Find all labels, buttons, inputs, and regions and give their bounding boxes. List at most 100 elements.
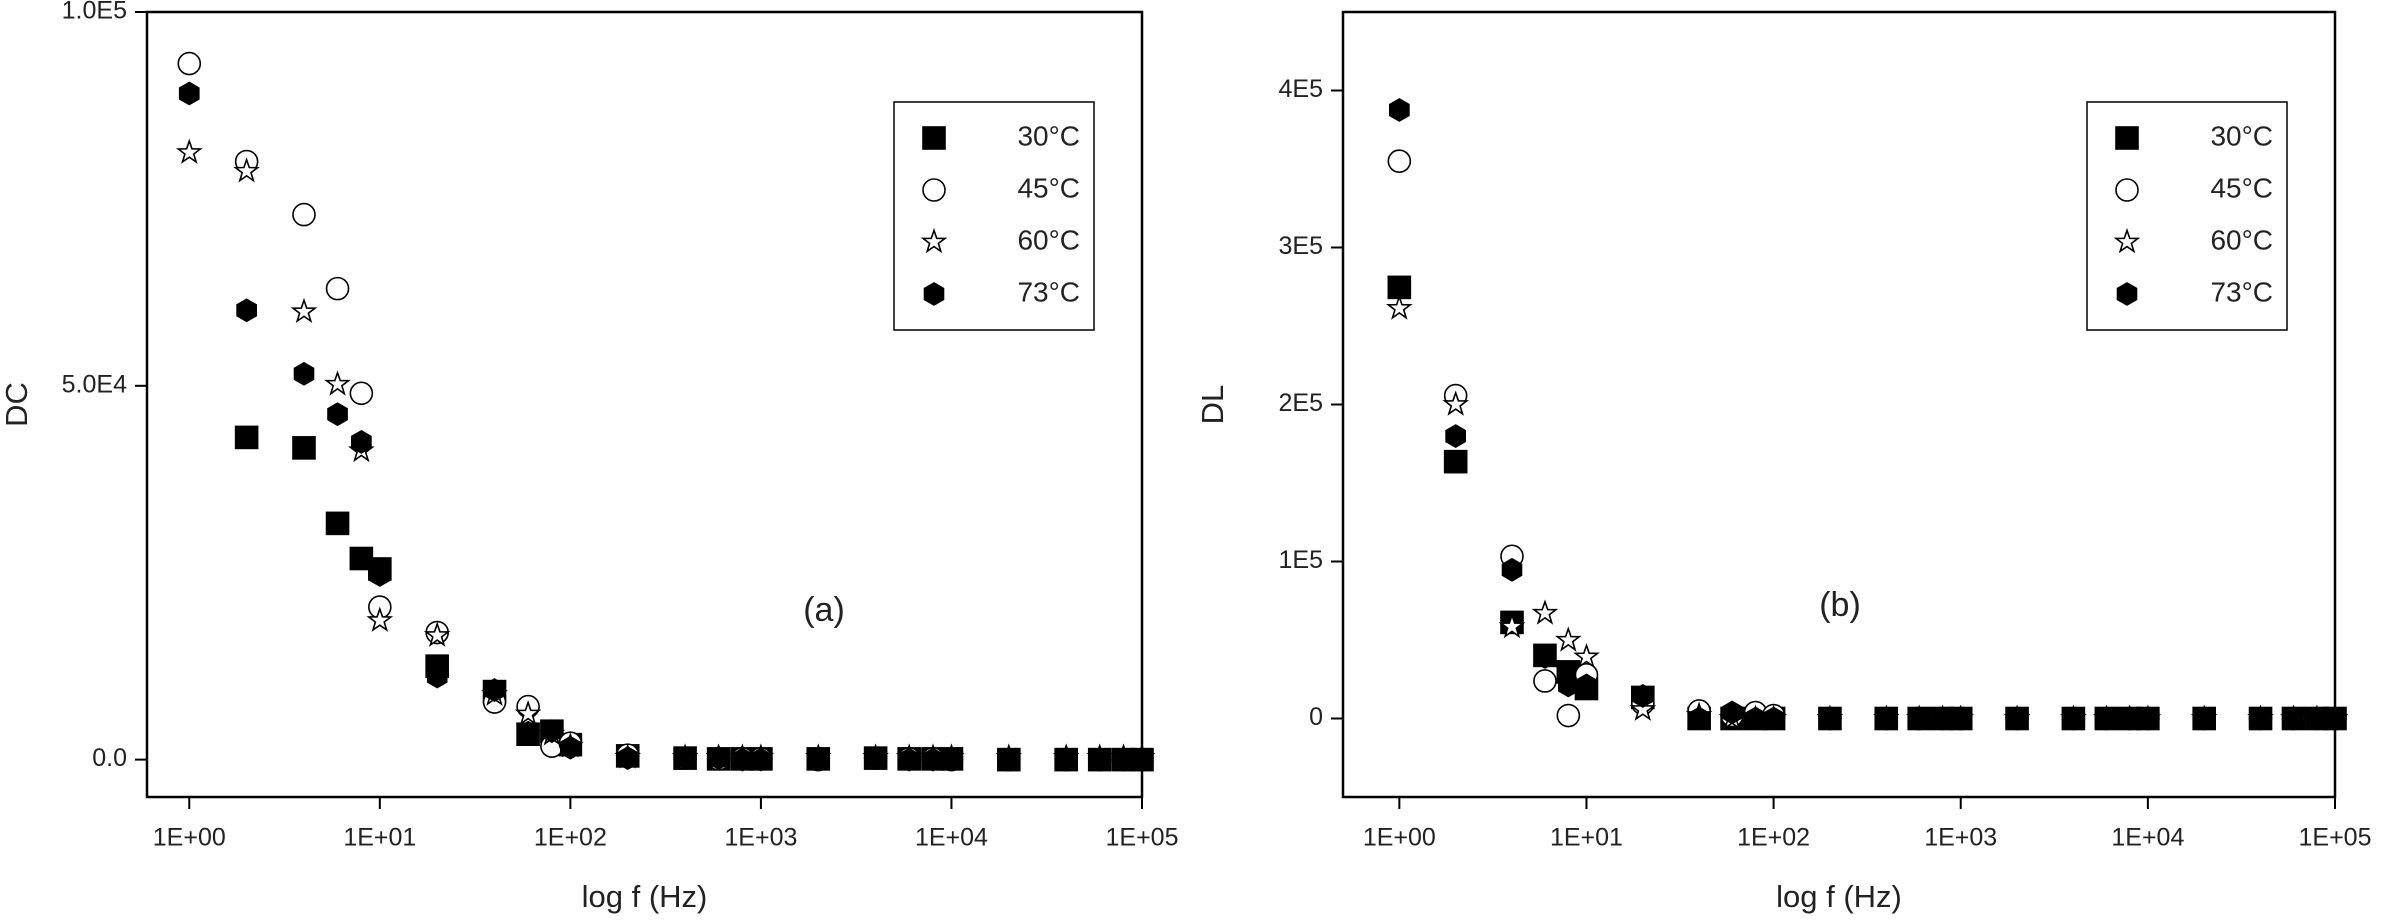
x-tick-label: 1E+05 <box>1106 824 1179 852</box>
data-point <box>898 747 920 772</box>
y-axis-label: DL <box>1195 385 1230 425</box>
data-point <box>369 563 391 587</box>
data-point <box>234 425 259 450</box>
x-tick-label: 1E+04 <box>915 824 988 852</box>
data-point <box>1531 599 1559 625</box>
data-point <box>2283 706 2304 731</box>
legend-marker <box>922 126 946 150</box>
data-point <box>349 381 374 406</box>
legend-label: 30°C <box>1017 120 1080 151</box>
annotation: (a) <box>803 591 845 629</box>
data-point <box>1443 449 1468 474</box>
legend-label: 73°C <box>1017 276 1080 307</box>
data-point <box>1445 424 1466 449</box>
data-point <box>674 746 696 771</box>
data-point <box>1573 642 1600 669</box>
data-point <box>2193 706 2215 731</box>
data-point <box>1688 706 1710 731</box>
data-point <box>292 202 316 227</box>
data-point <box>177 51 202 76</box>
data-point <box>2006 706 2028 731</box>
chart-panel: 1E+00 1E+01 1E+02 1E+03 1E+04 1E+05 0 1E5 2E5 3E5… <box>1195 10 2372 914</box>
data-point <box>541 719 563 744</box>
data-point <box>1131 747 1153 772</box>
legend-label: 60°C <box>2210 224 2273 255</box>
data-point <box>236 298 258 323</box>
data-point <box>324 370 351 396</box>
legend-label: 45°C <box>1017 172 1080 203</box>
data-point <box>708 746 730 771</box>
chart-panel: 1E+00 1E+01 1E+02 1E+03 1E+04 1E+05 0.0 5.0E4 1.… <box>0 0 1179 914</box>
data-point <box>998 747 1020 772</box>
data-point <box>1556 703 1581 728</box>
data-point <box>293 361 315 386</box>
data-point <box>2063 706 2084 731</box>
data-point <box>1745 706 1766 731</box>
data-point <box>290 297 318 324</box>
data-point <box>325 276 350 301</box>
data-point <box>2306 706 2328 731</box>
x-axis-label: log f (Hz) <box>582 879 708 914</box>
data-point <box>1089 747 1111 772</box>
data-point <box>1055 747 1077 772</box>
data-point <box>1442 390 1470 416</box>
x-tick-label: 1E+04 <box>2111 824 2184 852</box>
x-tick-label: 1E+02 <box>534 824 607 852</box>
data-point <box>517 720 539 745</box>
data-point <box>233 157 260 183</box>
data-point <box>1629 695 1657 721</box>
legend-label: 30°C <box>2210 120 2273 151</box>
y-tick-label: 3E5 <box>1279 232 1323 260</box>
legend-label: 73°C <box>2210 276 2273 307</box>
data-point <box>1498 612 1526 639</box>
data-point <box>1387 149 1412 173</box>
legend-label: 45°C <box>2210 172 2273 203</box>
data-point <box>922 747 944 772</box>
y-tick-label: 1E5 <box>1279 546 1323 574</box>
data-point <box>1932 706 1953 731</box>
legend-marker <box>2115 126 2139 150</box>
x-tick-label: 1E+00 <box>1363 824 1436 852</box>
x-tick-label: 1E+05 <box>2299 824 2372 852</box>
data-point <box>1950 706 1972 731</box>
legend-marker <box>2115 178 2139 202</box>
data-point <box>514 700 542 726</box>
data-point <box>1554 626 1582 652</box>
x-tick-label: 1E+01 <box>1550 824 1623 852</box>
legend-marker <box>923 282 945 306</box>
legend-marker <box>2113 227 2141 254</box>
annotation: (b) <box>1819 586 1861 624</box>
data-point <box>2096 706 2117 731</box>
legend-marker <box>2116 282 2138 306</box>
y-tick-label: 0.0 <box>92 744 127 772</box>
data-point <box>2119 706 2141 731</box>
y-tick-label: 0 <box>1309 703 1323 731</box>
data-point <box>559 735 581 760</box>
data-point <box>1763 706 1784 731</box>
data-point <box>1908 706 1930 731</box>
data-point <box>1534 645 1556 669</box>
data-point <box>617 746 639 771</box>
data-point <box>941 747 962 772</box>
legend-marker <box>922 178 946 202</box>
y-tick-label: 5.0E4 <box>62 370 127 398</box>
data-point <box>175 138 203 164</box>
data-point <box>2137 706 2159 731</box>
data-point <box>1576 673 1597 698</box>
data-point <box>865 746 887 771</box>
x-tick-label: 1E+02 <box>1737 824 1810 852</box>
data-point <box>1385 294 1413 320</box>
data-point <box>178 81 200 106</box>
legend-label: 60°C <box>1017 224 1080 255</box>
x-axis-label: log f (Hz) <box>1776 879 1902 914</box>
data-point <box>2324 706 2346 731</box>
data-point <box>807 747 829 772</box>
x-tick-label: 1E+03 <box>1924 824 1997 852</box>
legend: 30°C 45°C 60°C 73°C <box>893 101 1095 331</box>
data-point <box>1113 747 1134 772</box>
data-point <box>732 747 753 772</box>
data-point <box>350 429 372 454</box>
data-point <box>1389 98 1410 122</box>
y-axis-label: DC <box>0 382 34 427</box>
